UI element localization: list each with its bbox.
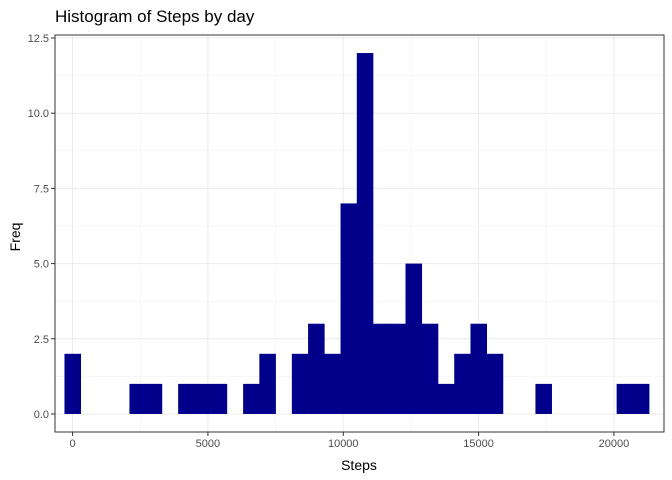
histogram-bar	[437, 383, 455, 414]
chart-title: Histogram of Steps by day	[55, 7, 255, 26]
histogram-bar	[454, 353, 471, 414]
y-tick-label: 0.0	[34, 409, 49, 421]
y-tick-label: 5.0	[34, 259, 49, 271]
histogram-bar	[535, 383, 552, 414]
histogram-bar	[486, 353, 504, 414]
x-tick-label: 15000	[463, 438, 494, 450]
y-tick-label: 10.0	[28, 108, 49, 120]
histogram-bar	[308, 323, 325, 414]
y-axis-title: Freq	[7, 223, 23, 252]
x-tick-label: 10000	[328, 438, 359, 450]
histogram-bar	[340, 203, 358, 414]
histogram-bar	[259, 353, 276, 414]
plot-panel-border	[54, 34, 665, 433]
histogram-bar	[356, 53, 374, 414]
y-tick-label: 7.5	[34, 183, 49, 195]
histogram-bar	[291, 353, 309, 414]
axis-ticks: 0 5000 10000 15000 20000 0.0 2.5 5.0 7.5 10.0 12.5	[28, 33, 630, 450]
histogram-bar	[145, 383, 163, 414]
histogram-bar	[632, 383, 650, 414]
histogram-bar	[421, 323, 439, 414]
histogram-bar	[373, 323, 390, 414]
histogram-bar	[616, 383, 634, 414]
histogram-bar	[129, 383, 146, 414]
histogram-bar	[243, 383, 260, 414]
grid-lines	[55, 35, 664, 432]
x-axis-title: Steps	[341, 457, 377, 473]
histogram-bar	[470, 323, 488, 414]
histogram-bar	[210, 383, 228, 414]
histogram-bar	[405, 263, 423, 414]
histogram-bar	[64, 353, 82, 414]
y-tick-label: 12.5	[28, 33, 49, 45]
histogram-bar	[324, 353, 341, 414]
x-tick-label: 5000	[196, 438, 220, 450]
histogram-bars	[64, 53, 650, 414]
x-tick-label: 20000	[599, 438, 630, 450]
histogram-bar	[194, 383, 211, 414]
y-tick-label: 2.5	[34, 334, 49, 346]
x-tick-label: 0	[70, 438, 76, 450]
histogram-bar	[389, 323, 406, 414]
histogram-bar	[178, 383, 195, 414]
